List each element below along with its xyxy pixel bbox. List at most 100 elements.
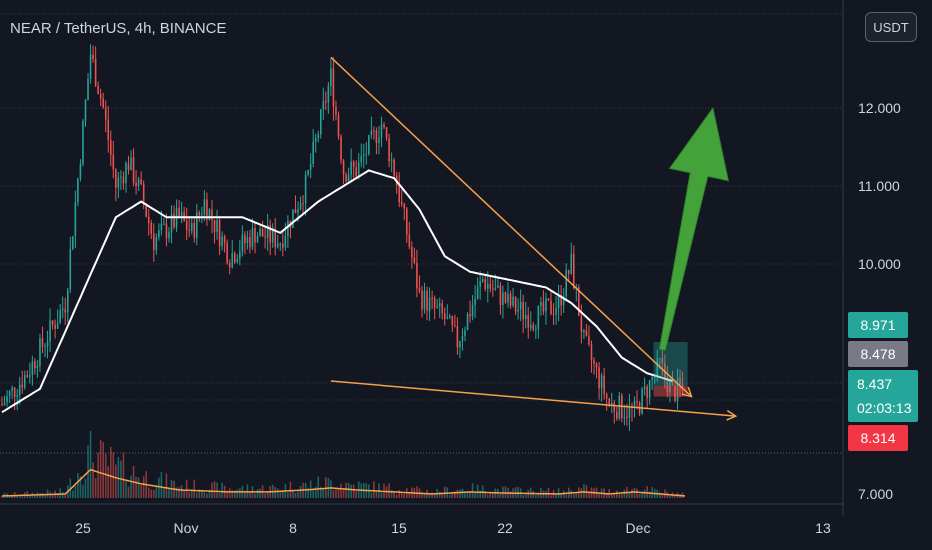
time-axis[interactable]: 25 Nov 8 15 22 Dec 13 [75, 520, 831, 536]
currency-button[interactable]: USDT [865, 12, 917, 42]
candle-body [155, 237, 158, 250]
candle-body [122, 176, 125, 184]
candle [676, 368, 679, 410]
candle-body [211, 209, 213, 220]
candle [373, 126, 375, 140]
candle-body [125, 163, 127, 184]
volume-bar [102, 442, 104, 498]
candle [41, 326, 44, 353]
candle-body [408, 234, 411, 248]
volume-bar [443, 486, 446, 498]
candle-body [274, 229, 277, 248]
candle [479, 271, 481, 300]
candle-body [168, 232, 170, 239]
volume-bar [610, 494, 613, 498]
candle [378, 125, 380, 155]
candle [317, 130, 320, 143]
x-tick-label: 13 [815, 520, 831, 536]
volume-bar [352, 484, 355, 498]
volume-bar [547, 488, 550, 498]
candle [598, 362, 600, 400]
candle-body [170, 213, 173, 233]
candle [436, 298, 438, 309]
lower-trendline[interactable] [330, 380, 736, 417]
candle [469, 300, 471, 323]
candle [567, 269, 570, 283]
candle-body [84, 100, 87, 122]
candle-body [588, 336, 590, 345]
candle-body [317, 134, 320, 138]
candle [342, 158, 345, 185]
volume-bar [203, 492, 206, 498]
candle-body [342, 160, 345, 175]
volume-bar [282, 490, 284, 498]
candle-body [464, 329, 466, 336]
volume-bar [244, 491, 246, 498]
candle-body [271, 229, 274, 243]
volume-bar [375, 491, 378, 498]
candle-body [335, 106, 337, 116]
volume-bar [94, 477, 97, 498]
candle-body [459, 341, 461, 348]
candle-body [266, 225, 269, 238]
volume-bar [641, 492, 643, 498]
candle-body [319, 109, 322, 135]
volume-bar [403, 493, 406, 498]
candle [216, 209, 218, 240]
candle [557, 284, 560, 322]
candle-body [87, 78, 89, 101]
candle [461, 328, 464, 351]
candle [613, 400, 616, 424]
candle-body [565, 269, 567, 297]
candle [87, 73, 89, 101]
candle [271, 223, 274, 248]
candle [555, 295, 557, 325]
candle-body [537, 305, 540, 330]
x-tick-label: 8 [289, 520, 297, 536]
price-label-text: 8.971 [860, 317, 895, 333]
candle-body [643, 386, 646, 389]
bullish-arrow-icon[interactable] [658, 106, 730, 351]
candle-body [61, 308, 64, 311]
candle [228, 259, 231, 275]
volume-bar [322, 488, 325, 498]
candle [476, 277, 479, 300]
candle-body [608, 398, 610, 405]
candle [299, 196, 302, 211]
candle [400, 189, 403, 207]
candle-body [327, 86, 330, 103]
candle [519, 289, 522, 322]
candle-body [466, 314, 469, 330]
volume-bar [484, 491, 487, 498]
volume-bar [125, 481, 127, 498]
volume-bar [79, 476, 82, 498]
candle [535, 324, 537, 340]
candle-body [23, 375, 26, 388]
price-axis[interactable]: 12.000 11.000 10.000 7.000 [858, 100, 901, 502]
volume-bar [560, 493, 562, 498]
upper-trendline[interactable] [330, 56, 692, 398]
volume-bar [130, 475, 132, 498]
candle [641, 386, 643, 415]
candle [112, 140, 115, 179]
candle-body [651, 377, 653, 380]
candle [54, 319, 56, 339]
candle [562, 288, 565, 313]
candle-body [31, 361, 34, 376]
candle [408, 221, 411, 250]
volume-bar [628, 491, 631, 498]
candle-body [504, 292, 507, 303]
volume-bar [643, 489, 646, 498]
candle-body [297, 209, 299, 213]
candle-body [256, 236, 259, 243]
candle-body [304, 174, 307, 204]
volume-bar [198, 489, 201, 498]
volume-bar [421, 492, 423, 498]
candle-body [246, 236, 249, 244]
candle-body [132, 157, 135, 183]
candle-body [398, 185, 400, 203]
volume-bar [180, 485, 183, 498]
volume-bar [580, 488, 583, 498]
candle-body [413, 257, 416, 263]
